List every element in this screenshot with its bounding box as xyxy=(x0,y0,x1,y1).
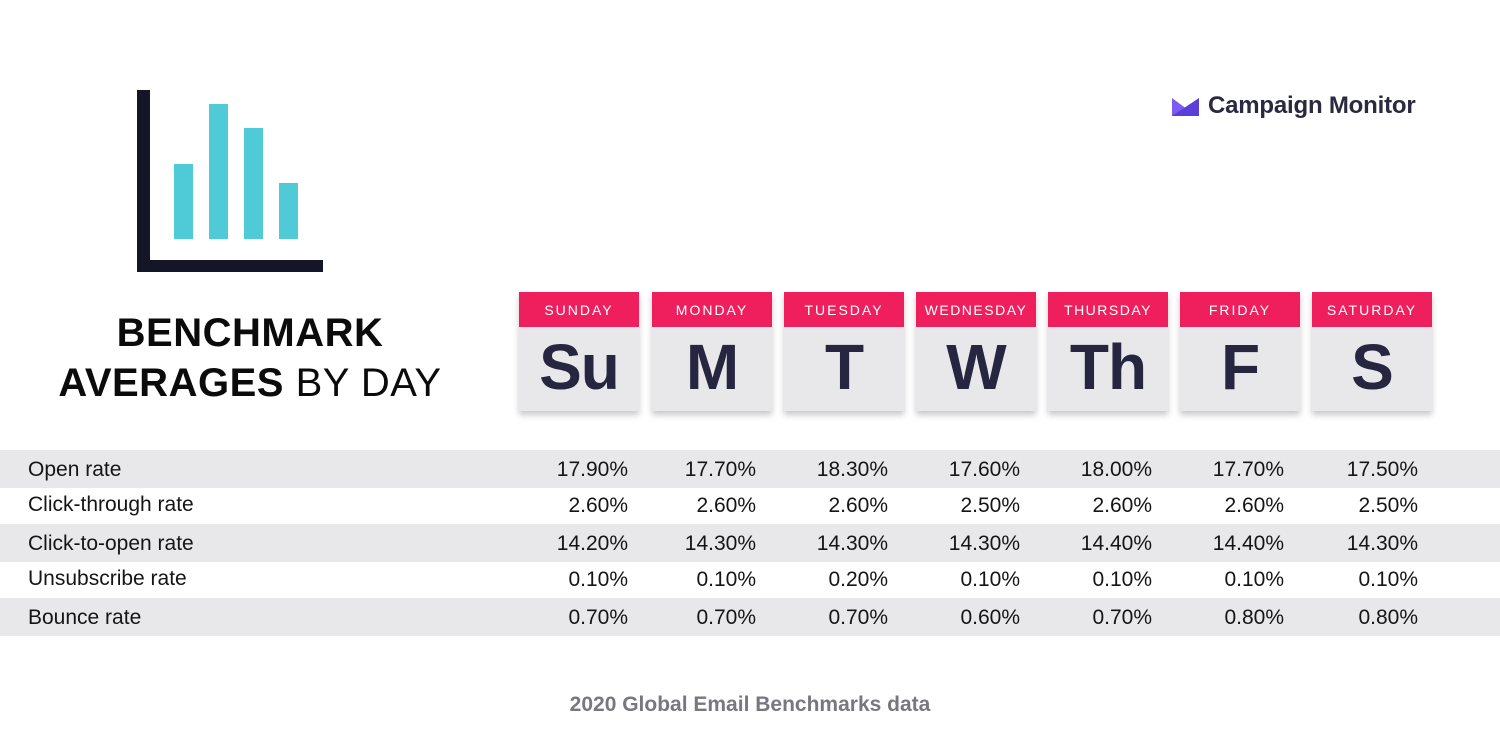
benchmark-table: Open rate 17.90% 17.70% 18.30% 17.60% 18… xyxy=(0,450,1500,636)
cell: 2.60% xyxy=(1224,494,1284,517)
day-abbr: S xyxy=(1351,331,1394,403)
day-abbr: W xyxy=(946,331,1006,403)
row-label: Click-to-open rate xyxy=(28,532,194,555)
cell: 0.10% xyxy=(1092,568,1152,591)
cell: 18.00% xyxy=(1080,458,1152,481)
title-line2-regular: BY DAY xyxy=(295,361,442,405)
cell: 14.20% xyxy=(556,532,628,555)
bar-chart-icon xyxy=(137,90,323,272)
day-abbr: M xyxy=(685,331,739,403)
cell: 17.50% xyxy=(1346,458,1418,481)
cell: 0.60% xyxy=(960,606,1020,629)
day-name: SUNDAY xyxy=(519,292,639,327)
cell: 0.70% xyxy=(1092,606,1152,629)
page-title: BENCHMARK AVERAGES BY DAY xyxy=(40,308,460,408)
cell: 0.10% xyxy=(1358,568,1418,591)
title-line1: BENCHMARK xyxy=(116,311,384,355)
day-abbr: F xyxy=(1220,331,1260,403)
cell: 14.30% xyxy=(816,532,888,555)
cell: 2.60% xyxy=(696,494,756,517)
cell: 17.90% xyxy=(556,458,628,481)
table-row: Open rate 17.90% 17.70% 18.30% 17.60% 18… xyxy=(0,450,1500,488)
day-card-monday: MONDAY M xyxy=(652,292,772,411)
cell: 2.60% xyxy=(568,494,628,517)
cell: 2.60% xyxy=(1092,494,1152,517)
day-name: THURSDAY xyxy=(1048,292,1168,327)
day-name: TUESDAY xyxy=(784,292,904,327)
envelope-logo-icon xyxy=(1172,98,1199,116)
brand-logo: Campaign Monitor xyxy=(1172,92,1416,120)
source-footnote: 2020 Global Email Benchmarks data xyxy=(569,693,931,716)
day-card-friday: FRIDAY F xyxy=(1180,292,1300,411)
day-name: WEDNESDAY xyxy=(916,292,1036,327)
cell: 0.10% xyxy=(568,568,628,591)
cell: 14.40% xyxy=(1212,532,1284,555)
day-abbr: Th xyxy=(1069,331,1147,403)
row-label: Unsubscribe rate xyxy=(28,567,187,590)
day-card-saturday: SATURDAY S xyxy=(1312,292,1432,411)
cell: 0.70% xyxy=(568,606,628,629)
day-name: SATURDAY xyxy=(1312,292,1432,327)
cell: 0.80% xyxy=(1358,606,1418,629)
cell: 17.70% xyxy=(684,458,756,481)
cell: 2.50% xyxy=(1358,494,1418,517)
day-card-tuesday: TUESDAY T xyxy=(784,292,904,411)
cell: 14.30% xyxy=(1346,532,1418,555)
row-label: Click-through rate xyxy=(28,493,194,516)
day-abbr: T xyxy=(824,331,864,403)
cell: 0.10% xyxy=(1224,568,1284,591)
cell: 17.70% xyxy=(1212,458,1284,481)
cell: 0.10% xyxy=(696,568,756,591)
day-card-wednesday: WEDNESDAY W xyxy=(916,292,1036,411)
cell: 0.10% xyxy=(960,568,1020,591)
cell: 0.70% xyxy=(828,606,888,629)
cell: 0.70% xyxy=(696,606,756,629)
day-card-sunday: SUNDAY Su xyxy=(519,292,639,411)
cell: 18.30% xyxy=(816,458,888,481)
cell: 14.30% xyxy=(684,532,756,555)
day-name: FRIDAY xyxy=(1180,292,1300,327)
cell: 0.20% xyxy=(828,568,888,591)
cell: 14.40% xyxy=(1080,532,1152,555)
table-row: Bounce rate 0.70% 0.70% 0.70% 0.60% 0.70… xyxy=(0,598,1500,636)
title-line2-bold: AVERAGES xyxy=(58,361,284,405)
cell: 2.60% xyxy=(828,494,888,517)
row-label: Bounce rate xyxy=(28,606,142,629)
brand-name: Campaign Monitor xyxy=(1208,92,1416,119)
cell: 14.30% xyxy=(948,532,1020,555)
cell: 2.50% xyxy=(960,494,1020,517)
table-row: Click-to-open rate 14.20% 14.30% 14.30% … xyxy=(0,524,1500,562)
table-row: Unsubscribe rate 0.10% 0.10% 0.20% 0.10%… xyxy=(0,562,1500,598)
day-card-thursday: THURSDAY Th xyxy=(1048,292,1168,411)
day-abbr: Su xyxy=(539,331,620,403)
cell: 0.80% xyxy=(1224,606,1284,629)
table-row: Click-through rate 2.60% 2.60% 2.60% 2.5… xyxy=(0,488,1500,524)
day-name: MONDAY xyxy=(652,292,772,327)
row-label: Open rate xyxy=(28,458,122,481)
cell: 17.60% xyxy=(948,458,1020,481)
